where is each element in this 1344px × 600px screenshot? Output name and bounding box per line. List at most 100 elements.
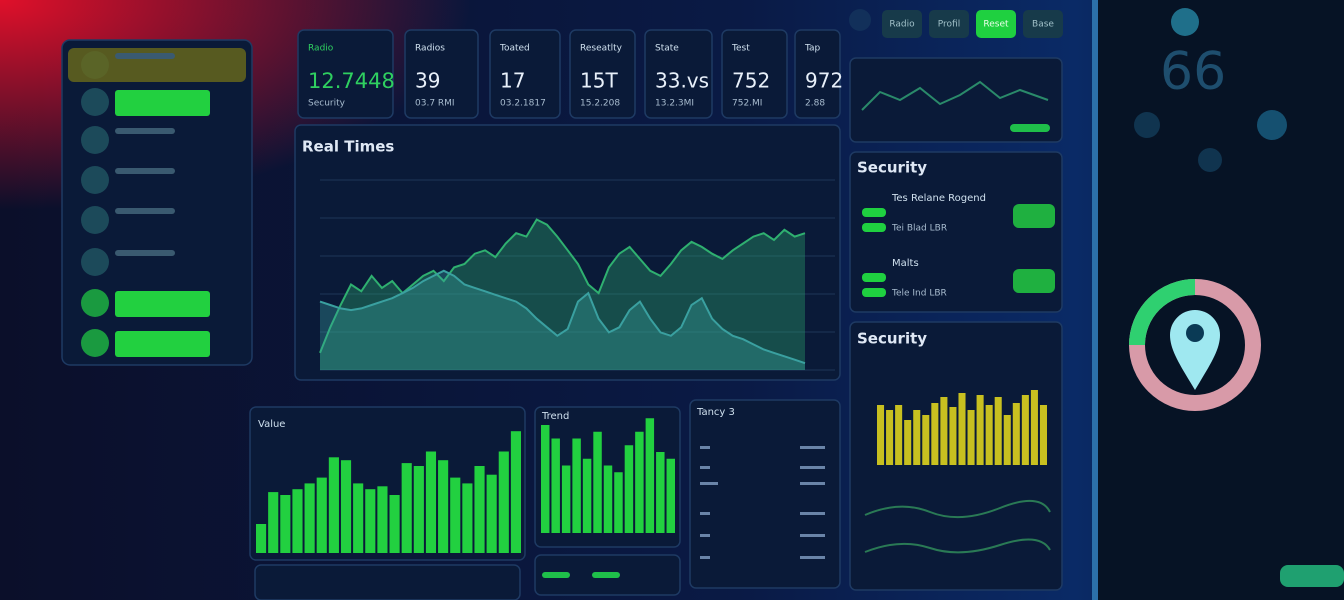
stat-sub: 13.2.3MI xyxy=(655,99,694,109)
realtime-panel xyxy=(294,124,841,381)
bar xyxy=(582,458,592,533)
bar xyxy=(353,483,364,553)
mini-chart-panel xyxy=(849,57,1063,143)
row xyxy=(700,556,710,559)
mini-pill xyxy=(1010,124,1050,132)
bar xyxy=(486,474,497,553)
top-button[interactable] xyxy=(976,10,1016,38)
stat-sub: Security xyxy=(308,99,346,109)
stat-card xyxy=(489,29,561,119)
bar xyxy=(510,431,521,553)
table-title: Tancy 3 xyxy=(696,407,735,418)
nav-icon xyxy=(81,88,109,116)
bar xyxy=(498,451,509,553)
row-sub: Tele Ind LBR xyxy=(891,289,947,299)
row xyxy=(800,466,825,469)
location-pin xyxy=(1170,310,1220,390)
stat-card xyxy=(569,29,636,119)
icon xyxy=(1257,110,1287,140)
footer-panel xyxy=(254,564,521,600)
realtime-title: Real Times xyxy=(302,138,394,156)
bar xyxy=(340,460,352,553)
stat-value: 17 xyxy=(500,69,525,93)
bar xyxy=(614,472,623,533)
top-button[interactable] xyxy=(882,10,922,38)
bar xyxy=(603,465,613,533)
stat-card xyxy=(794,29,841,119)
stat-sub: 2.88 xyxy=(805,99,825,109)
bar xyxy=(1039,405,1047,465)
bar xyxy=(280,495,291,553)
area xyxy=(320,270,805,370)
bar xyxy=(922,415,930,465)
bar xyxy=(1030,390,1038,465)
row xyxy=(700,466,710,469)
stat-sub: 03.7 RMI xyxy=(415,99,455,109)
stat-label: Tap xyxy=(804,44,821,54)
bar xyxy=(256,524,267,553)
location-icon xyxy=(849,9,871,31)
bar xyxy=(365,489,376,553)
stat-value: 752 xyxy=(732,69,770,93)
toggle[interactable] xyxy=(1013,204,1055,228)
stat-label: Toated xyxy=(499,44,530,54)
top-button-label: Base xyxy=(1032,20,1054,30)
row xyxy=(700,534,710,537)
bar xyxy=(886,410,894,465)
top-button-label: Reset xyxy=(983,20,1009,30)
bar xyxy=(994,397,1002,465)
security2-title: Security xyxy=(857,330,927,348)
bar xyxy=(985,405,993,465)
nav-icon xyxy=(81,248,109,276)
row xyxy=(800,512,825,515)
stat-value: 33.vs xyxy=(655,69,709,93)
row xyxy=(700,482,718,485)
row xyxy=(700,446,710,449)
bar xyxy=(913,410,921,465)
stat-label: State xyxy=(655,44,679,54)
nav-label xyxy=(115,128,175,134)
security-panel xyxy=(849,151,1063,313)
bar xyxy=(877,405,885,465)
bar xyxy=(450,477,461,553)
stat-value: 972 xyxy=(805,69,843,93)
row-title: Tes Relane Rogend xyxy=(891,193,986,204)
row xyxy=(800,482,825,485)
bar xyxy=(635,431,644,533)
mini-line xyxy=(861,80,1049,111)
top-button[interactable] xyxy=(929,10,969,38)
bar xyxy=(316,477,327,553)
row xyxy=(700,512,710,515)
icon xyxy=(1171,8,1199,36)
stat-sub: 752.MI xyxy=(732,99,762,109)
stat-label: Radio xyxy=(308,44,334,54)
bar xyxy=(656,452,665,533)
row-pill xyxy=(862,223,886,232)
stat-card xyxy=(297,29,394,119)
nav-active xyxy=(68,48,246,82)
nav-label xyxy=(115,53,175,59)
top-button[interactable] xyxy=(1023,10,1063,38)
gauge-value: 66 xyxy=(1160,42,1226,102)
device-button xyxy=(1280,565,1344,587)
realtime-chart xyxy=(319,179,835,371)
gauge-arc xyxy=(1129,279,1196,346)
bar xyxy=(551,438,560,533)
pill xyxy=(542,572,570,578)
stat-value: 12.7448 xyxy=(308,69,395,93)
stat-card xyxy=(644,29,713,119)
nav-icon xyxy=(81,166,109,194)
stat-sub: 03.2.1817 xyxy=(500,99,546,109)
bar xyxy=(389,495,400,553)
security2-bars xyxy=(877,390,1047,465)
bar xyxy=(593,431,602,533)
icon xyxy=(1134,112,1160,138)
toggle[interactable] xyxy=(1013,269,1055,293)
bar xyxy=(624,445,634,533)
bar xyxy=(462,483,473,553)
row xyxy=(800,446,825,449)
stat-value: 15T xyxy=(580,69,618,93)
bar xyxy=(572,438,581,533)
top-buttons: Radio Profil Reset Base xyxy=(849,9,1063,38)
nav-label xyxy=(115,168,175,174)
